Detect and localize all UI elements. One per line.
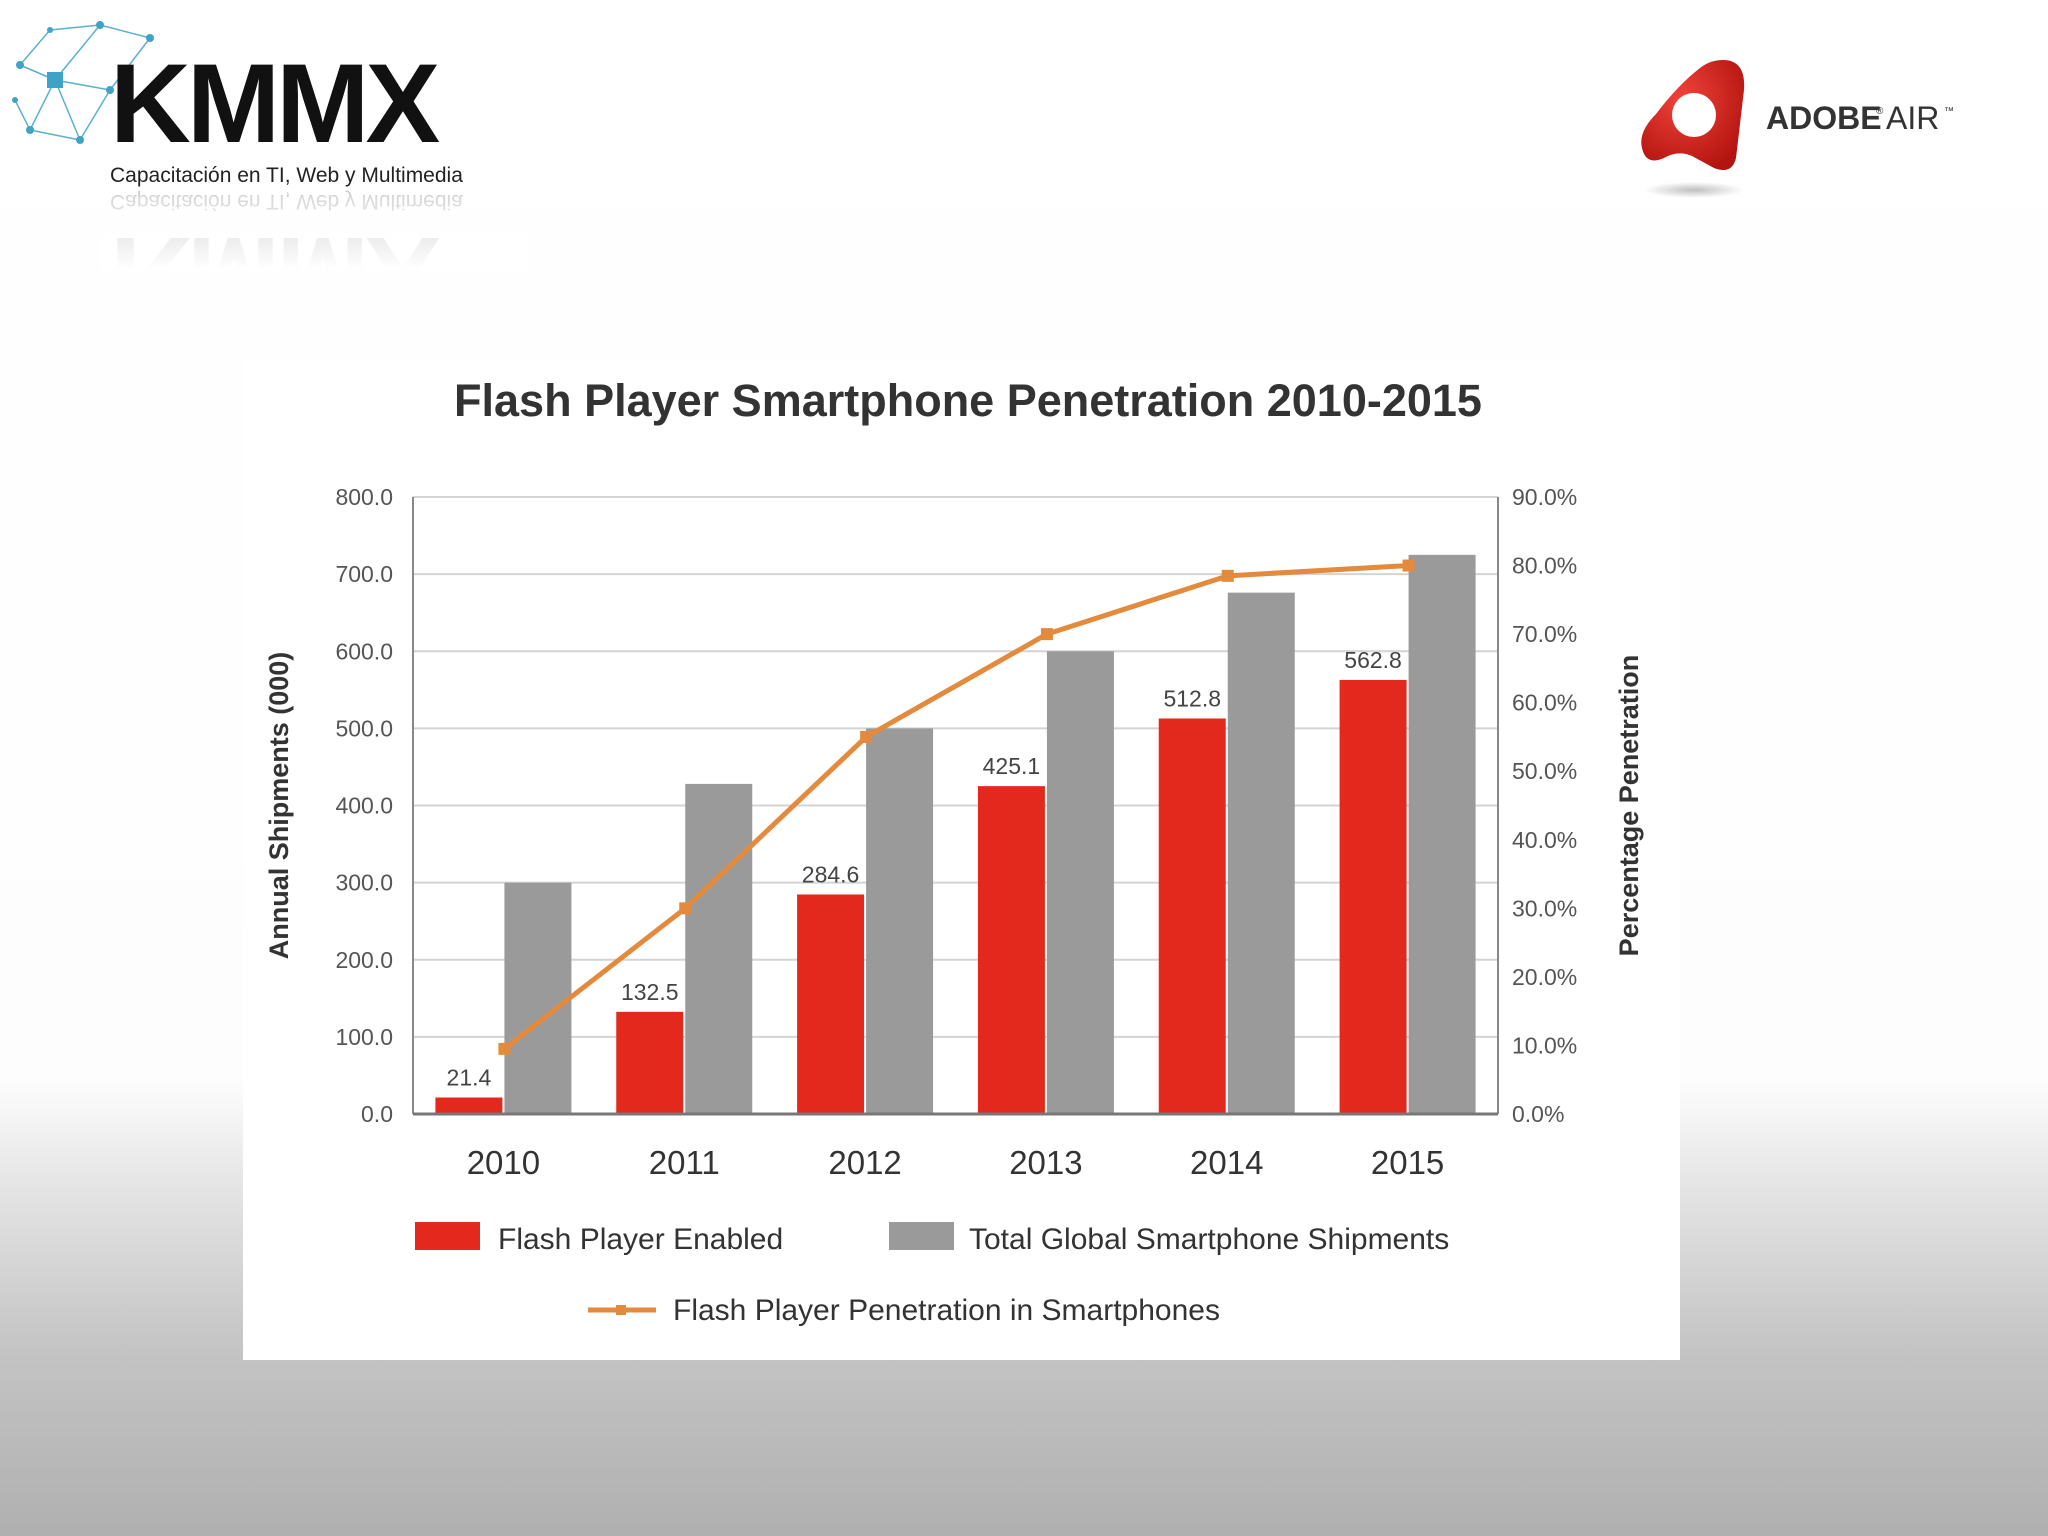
penetration-line	[502, 563, 1409, 1051]
legend-swatch-penetration-marker	[616, 1305, 626, 1315]
data-label: 132.5	[621, 979, 679, 1005]
kmmx-wordmark: KMMX	[110, 41, 439, 166]
legend-swatch-flash-enabled	[415, 1222, 480, 1250]
y2-tick-label: 80.0%	[1512, 553, 1577, 579]
data-label: 512.8	[1163, 686, 1221, 712]
kmmx-network-graphic: KMMX Capacitación en TI, Web y Multimedi…	[12, 21, 530, 339]
y2-tick-label: 30.0%	[1512, 895, 1577, 921]
y-tick-label: 300.0	[335, 870, 393, 896]
y2-tick-label: 90.0%	[1512, 484, 1577, 510]
legend-label-total-shipments: Total Global Smartphone Shipments	[969, 1223, 1449, 1256]
y2-tick-label: 60.0%	[1512, 690, 1577, 716]
bar-flash-enabled	[616, 1011, 684, 1114]
legend-label-penetration: Flash Player Penetration in Smartphones	[673, 1294, 1220, 1327]
adobe-air-icon: ADOBE ® AIR ™	[1641, 60, 1954, 198]
data-label: 562.8	[1344, 647, 1402, 673]
chart-title: Flash Player Smartphone Penetration 2010…	[454, 375, 1482, 426]
penetration-point	[1040, 628, 1053, 641]
penetration-point	[860, 730, 873, 743]
bar-total-shipments	[504, 882, 572, 1114]
y-tick-label: 800.0	[335, 484, 393, 510]
bar-total-shipments	[866, 728, 934, 1114]
x-tick-label: 2013	[1009, 1144, 1082, 1181]
penetration-point	[679, 902, 692, 915]
registered-mark: ®	[1876, 106, 1884, 117]
data-label: 21.4	[447, 1064, 492, 1090]
bar-flash-enabled	[1339, 679, 1407, 1114]
bar-flash-enabled	[977, 786, 1045, 1114]
air-wordmark: AIR	[1886, 100, 1939, 136]
bar-flash-enabled	[435, 1097, 503, 1114]
bar-total-shipments	[685, 783, 753, 1114]
kmmx-logo: KMMX Capacitación en TI, Web y Multimedi…	[10, 10, 530, 339]
data-label: 425.1	[983, 753, 1041, 779]
y-tick-label: 400.0	[335, 793, 393, 819]
axes: 0.0 100.0 200.0 300.0 400.0 500.0 600.0 700.0 80…	[264, 484, 1644, 1181]
chart-panel: Flash Player Smartphone Penetration 2010…	[243, 360, 1680, 1360]
grid-lines	[413, 496, 1498, 1038]
y-axis-title: Annual Shipments (000)	[264, 652, 294, 960]
bars: 21.4 132.5 284.6 425.1 512.8 562.8	[435, 554, 1476, 1114]
x-tick-label: 2010	[467, 1144, 540, 1181]
adobe-air-logo: ADOBE ® AIR ™	[1628, 40, 2028, 220]
y2-tick-label: 10.0%	[1512, 1032, 1577, 1058]
penetration-point	[498, 1042, 511, 1055]
y-tick-label: 500.0	[335, 715, 393, 741]
bar-total-shipments	[1227, 592, 1295, 1114]
y2-tick-label: 50.0%	[1512, 758, 1577, 784]
legend: Flash Player Enabled Total Global Smartph…	[415, 1222, 1449, 1327]
x-tick-label: 2012	[828, 1144, 901, 1181]
bar-total-shipments	[1046, 651, 1114, 1114]
kmmx-tagline: Capacitación en TI, Web y Multimedia	[110, 164, 463, 187]
bar-flash-enabled	[797, 894, 865, 1114]
y2-tick-label: 70.0%	[1512, 621, 1577, 647]
y2-axis-title: Percentage Penetration	[1614, 655, 1644, 957]
penetration-point	[1402, 559, 1415, 572]
y-tick-label: 100.0	[335, 1024, 393, 1050]
y-tick-label: 600.0	[335, 638, 393, 664]
trademark: ™	[1944, 106, 1954, 117]
x-tick-label: 2015	[1371, 1144, 1444, 1181]
legend-label-flash-enabled: Flash Player Enabled	[498, 1223, 783, 1256]
bar-flash-enabled	[1158, 718, 1226, 1114]
y2-tick-label: 40.0%	[1512, 827, 1577, 853]
penetration-series	[498, 559, 1415, 1055]
y-tick-label: 700.0	[335, 561, 393, 587]
y-tick-label: 0.0	[361, 1101, 393, 1127]
y2-tick-label: 0.0%	[1512, 1101, 1564, 1127]
penetration-chart: Flash Player Smartphone Penetration 2010…	[264, 375, 1644, 1327]
adobe-wordmark: ADOBE	[1766, 100, 1882, 136]
penetration-point	[1221, 569, 1234, 582]
y2-tick-label: 20.0%	[1512, 964, 1577, 990]
x-tick-label: 2011	[649, 1144, 720, 1181]
legend-swatch-total-shipments	[889, 1222, 954, 1250]
data-label: 284.6	[802, 862, 860, 888]
x-tick-label: 2014	[1190, 1144, 1263, 1181]
bar-total-shipments	[1408, 554, 1476, 1114]
network-node-icon	[47, 72, 63, 88]
y-tick-label: 200.0	[335, 947, 393, 973]
